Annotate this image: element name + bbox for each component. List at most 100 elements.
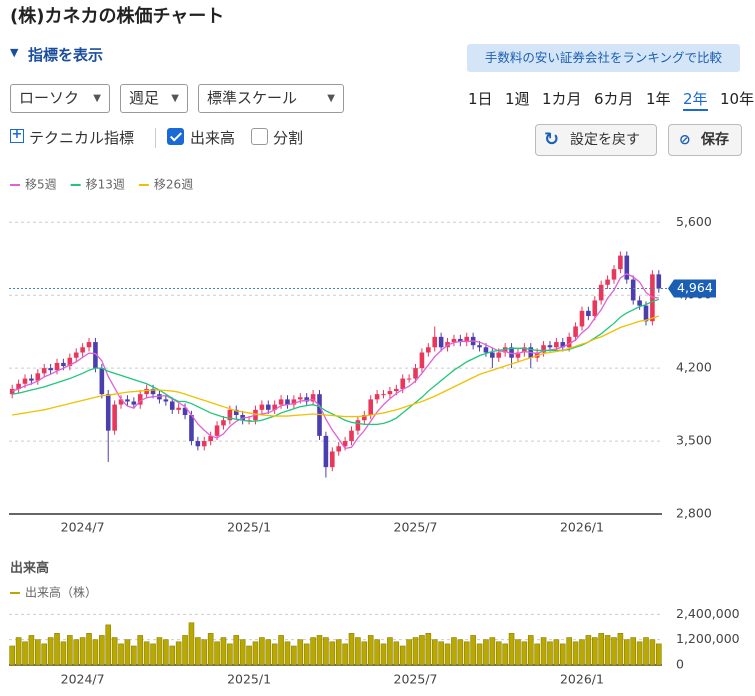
volume-bar bbox=[380, 643, 387, 666]
volume-bar bbox=[515, 639, 521, 666]
candle-body bbox=[54, 362, 60, 371]
period-tab[interactable]: 1日 bbox=[468, 90, 493, 108]
period-tab[interactable]: 2年 bbox=[683, 88, 708, 111]
candle-body bbox=[541, 345, 546, 353]
candle-body bbox=[67, 357, 73, 367]
volume-bar bbox=[559, 643, 566, 666]
candle-body bbox=[586, 310, 591, 317]
candle-body bbox=[227, 409, 233, 421]
x-tick-label: 2025/1 bbox=[227, 672, 271, 687]
candle-body bbox=[285, 399, 290, 405]
volume-bar bbox=[604, 635, 611, 666]
x-tick-label: 2024/7 bbox=[61, 520, 105, 535]
candle-body bbox=[637, 300, 642, 306]
volume-bar bbox=[86, 633, 92, 666]
volume-checkbox[interactable] bbox=[167, 128, 184, 145]
volume-bar bbox=[355, 637, 361, 666]
volume-bar bbox=[175, 641, 182, 666]
save-button[interactable]: ⊘ 保存 bbox=[668, 124, 742, 156]
candle-body bbox=[387, 391, 393, 395]
volume-bar bbox=[207, 633, 214, 666]
y-tick-label: 5,600 bbox=[676, 214, 712, 229]
chart-type-select[interactable]: ローソク bbox=[10, 84, 110, 113]
volume-bar bbox=[233, 635, 240, 666]
volume-bar bbox=[47, 637, 54, 666]
x-tick-label: 2024/7 bbox=[61, 672, 105, 687]
volume-bar bbox=[28, 635, 35, 666]
volume-bar bbox=[201, 639, 208, 666]
legend-label: 移26週 bbox=[154, 178, 193, 192]
plus-icon[interactable]: + bbox=[10, 127, 24, 143]
candle-body bbox=[221, 420, 226, 426]
candle-body bbox=[515, 352, 521, 358]
volume-bar bbox=[323, 637, 329, 666]
candle-body bbox=[630, 279, 636, 301]
volume-bar bbox=[291, 645, 297, 666]
volume-bar bbox=[611, 637, 617, 666]
reset-button[interactable]: ↻ 設定を戻す bbox=[535, 124, 657, 156]
volume-label: 出来高 bbox=[190, 129, 236, 147]
candle-body bbox=[99, 368, 105, 395]
volume-bar bbox=[342, 643, 348, 666]
candle-body bbox=[547, 345, 553, 348]
candle-body bbox=[477, 345, 482, 348]
candle-body bbox=[605, 279, 610, 285]
volume-bar bbox=[412, 637, 419, 666]
volume-bar bbox=[540, 637, 547, 666]
volume-bar bbox=[246, 645, 252, 666]
candle-body bbox=[579, 310, 585, 327]
x-tick-label: 2025/7 bbox=[394, 520, 438, 535]
volume-bar bbox=[547, 641, 553, 666]
volume-bar bbox=[636, 641, 643, 666]
split-checkbox[interactable] bbox=[251, 128, 268, 145]
candle-body bbox=[169, 401, 175, 410]
period-tab[interactable]: 1週 bbox=[505, 90, 530, 108]
candle-body bbox=[163, 399, 169, 402]
candle-body bbox=[419, 352, 425, 369]
interval-select[interactable]: 週足 bbox=[120, 84, 188, 113]
volume-bar bbox=[579, 639, 585, 666]
volume-bar bbox=[99, 635, 105, 666]
volume-bar bbox=[374, 639, 380, 666]
volume-bar bbox=[591, 637, 598, 666]
volume-bar bbox=[387, 637, 393, 666]
volume-bar bbox=[451, 637, 457, 666]
period-tab[interactable]: 1年 bbox=[646, 90, 671, 108]
candle-body bbox=[16, 383, 21, 389]
volume-bar bbox=[470, 635, 476, 666]
volume-bar bbox=[617, 633, 624, 666]
volume-bar bbox=[259, 637, 265, 666]
candle-body bbox=[560, 342, 566, 348]
volume-bar bbox=[431, 639, 438, 666]
volume-bar bbox=[495, 641, 502, 666]
candle-body bbox=[451, 338, 457, 343]
volume-bar bbox=[566, 637, 572, 666]
period-tab[interactable]: 6カ月 bbox=[594, 90, 634, 108]
candle-body bbox=[323, 435, 329, 468]
indicator-toggle[interactable]: 指標を表示 bbox=[28, 46, 104, 64]
technical-button[interactable]: テクニカル指標 bbox=[29, 129, 135, 147]
candle-body bbox=[413, 368, 418, 379]
volume-bar bbox=[534, 643, 540, 666]
volume-bar bbox=[361, 641, 368, 666]
candle-body bbox=[618, 255, 623, 270]
y-tick-label: 3,500 bbox=[676, 433, 712, 448]
period-tab[interactable]: 1カ月 bbox=[542, 90, 582, 108]
candle-body bbox=[278, 399, 284, 405]
candle-body bbox=[35, 373, 41, 381]
scale-select[interactable]: 標準スケール bbox=[198, 84, 344, 113]
period-tab[interactable]: 10年 bbox=[720, 90, 755, 108]
volume-bar bbox=[35, 639, 41, 666]
save-icon: ⊘ bbox=[679, 132, 691, 148]
volume-bar bbox=[278, 635, 284, 666]
legend-label: 移5週 bbox=[25, 178, 57, 192]
candle-body bbox=[438, 336, 444, 348]
reset-icon: ↻ bbox=[544, 129, 560, 150]
volume-bar bbox=[457, 639, 464, 666]
volume-bar bbox=[303, 643, 310, 666]
volume-bar bbox=[316, 635, 323, 666]
volume-bar bbox=[195, 637, 201, 666]
promo-button[interactable]: 手数料の安い証券会社をランキングで比較 bbox=[467, 44, 740, 72]
volume-bar bbox=[271, 643, 278, 666]
x-tick-label: 2025/7 bbox=[394, 672, 438, 687]
